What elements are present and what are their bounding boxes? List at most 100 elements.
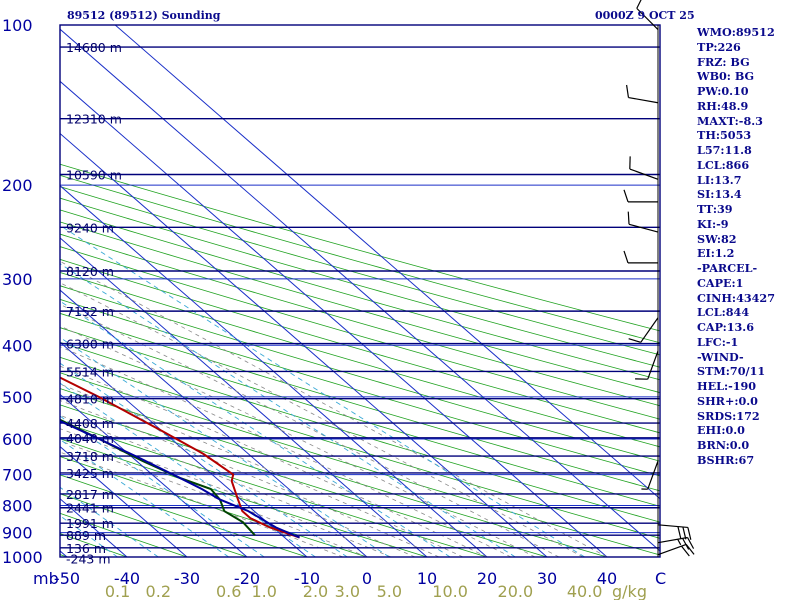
height-label: 2441 m (66, 501, 114, 516)
isotherm-line (55, 25, 667, 557)
stat-line: CAP:13.6 (697, 320, 800, 335)
wind-barb (628, 212, 658, 232)
stat-line: PW:0.10 (697, 84, 800, 99)
wind-barb-feather (628, 212, 629, 225)
plot-frame (60, 25, 660, 557)
height-label: 5514 m (66, 364, 114, 379)
stat-line: RH:48.9 (697, 99, 800, 114)
height-label: 3718 m (66, 449, 114, 464)
wind-barb (635, 351, 658, 379)
mixing-ratio-label: 5.0 (377, 582, 402, 600)
stat-line: TP:226 (697, 40, 800, 55)
stat-line: SW:82 (697, 232, 800, 247)
stat-line: L57:11.8 (697, 143, 800, 158)
dry-adiabat-line (0, 25, 307, 557)
height-label: 4408 m (66, 416, 114, 431)
stat-line: KI:-9 (697, 217, 800, 232)
mixing-ratio-label: 1.0 (251, 582, 276, 600)
temperature-tick-label: 20 (477, 569, 497, 588)
stat-line: CAPE:1 (697, 276, 800, 291)
stat-line: BSHR:67 (697, 453, 800, 468)
pressure-tick-label: 100 (2, 16, 33, 35)
stat-line: SRDS:172 (697, 409, 800, 424)
wind-barb-feather (624, 190, 628, 202)
isotherm-line (0, 25, 247, 557)
stat-line: LCL:866 (697, 158, 800, 173)
height-label: 8120 m (66, 264, 114, 279)
pressure-tick-label: 500 (2, 388, 33, 407)
wind-barb (630, 156, 658, 179)
wind-barb-feather (629, 339, 641, 343)
isotherm-line (0, 25, 427, 557)
mixing-ratio-label: 10.0 (432, 582, 468, 600)
stat-line: EHI:0.0 (697, 423, 800, 438)
height-label: 2817 m (66, 487, 114, 502)
pressure-tick-label: 800 (2, 496, 33, 515)
wind-barb-staff (628, 98, 658, 103)
pressure-tick-label: 300 (2, 270, 33, 289)
wind-barb (627, 85, 658, 103)
temperature-unit-label: C (655, 569, 666, 588)
height-label: 4810 m (66, 392, 114, 407)
height-label: 9240 m (66, 220, 114, 235)
mixing-ratio-line (0, 25, 264, 557)
parcel-profile (0, 25, 300, 538)
stat-line: LI:13.7 (697, 173, 800, 188)
stat-line: CINH:43427 (697, 291, 800, 306)
stat-line: FRZ: BG (697, 55, 800, 70)
mixing-ratio-label: 3.0 (335, 582, 360, 600)
chart-date: 0000Z 9 OCT 25 (595, 9, 695, 22)
wind-barb-staff (629, 224, 658, 232)
pressure-tick-label: 700 (2, 466, 33, 485)
dry-adiabat-line (0, 25, 247, 557)
pressure-tick-label: 1000 (2, 548, 43, 567)
wind-barb (624, 251, 658, 263)
height-label: 4040 m (66, 431, 114, 446)
height-label: 12310 m (66, 112, 122, 127)
wind-barb-feather (637, 0, 643, 8)
stat-line: BRN:0.0 (697, 438, 800, 453)
dry-adiabat-line (0, 25, 427, 557)
mixing-ratio-line (0, 25, 347, 557)
mixing-ratio-line (0, 25, 229, 557)
isotherm-line (0, 25, 367, 557)
temperature-tick-label: 30 (537, 569, 557, 588)
mixing-ratio-line (0, 25, 389, 557)
wind-barb-staff (648, 351, 658, 379)
dry-adiabat-line (0, 25, 367, 557)
height-label: 14680 m (66, 40, 122, 55)
isotherm-line (0, 25, 307, 557)
stat-line: SI:13.4 (697, 187, 800, 202)
mixing-ratio-label: 40.0 (567, 582, 603, 600)
stat-line: STM:70/11 (697, 364, 800, 379)
stat-line: SHR+:0.0 (697, 394, 800, 409)
pressure-tick-label: 200 (2, 176, 33, 195)
stat-line: MAXT:-8.3 (697, 114, 800, 129)
stat-line: HEL:-190 (697, 379, 800, 394)
temperature-tick-label: -50 (54, 569, 80, 588)
stat-line: LCL:844 (697, 305, 800, 320)
wind-barb (658, 544, 694, 556)
mixing-ratio-label: 2.0 (303, 582, 328, 600)
height-label: 3425 m (66, 466, 114, 481)
wind-barb-feather (627, 85, 629, 98)
wind-barb-feather (678, 527, 681, 539)
mixing-ratio-label: 0.2 (146, 582, 171, 600)
stat-line: TH:5053 (697, 128, 800, 143)
wind-barb (624, 190, 658, 202)
height-label: 6300 m (66, 337, 114, 352)
stat-line: -WIND- (697, 350, 800, 365)
temperature-profile (0, 25, 300, 538)
temperature-tick-label: 0 (362, 569, 372, 588)
stat-line: LFC:-1 (697, 335, 800, 350)
wind-barb-feather (624, 251, 628, 263)
stat-line: WB0: BG (697, 69, 800, 84)
height-label: 7152 m (66, 304, 114, 319)
temperature-tick-label: -30 (174, 569, 200, 588)
height-label: 10590 m (66, 168, 122, 183)
mixing-ratio-label: 20.0 (498, 582, 534, 600)
wind-barb (629, 318, 658, 343)
stat-line: TT:39 (697, 202, 800, 217)
stat-line: -PARCEL- (697, 261, 800, 276)
